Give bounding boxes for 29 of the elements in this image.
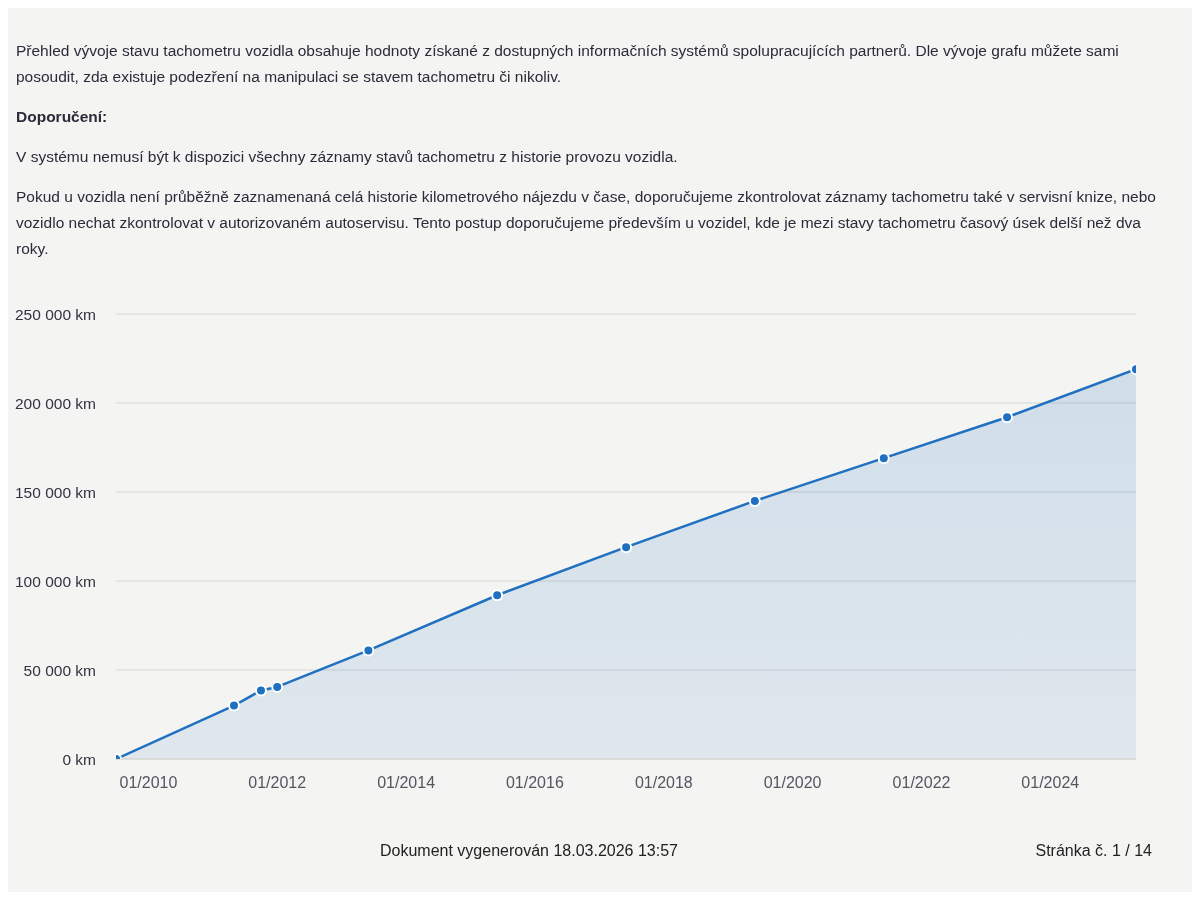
x-tick-label: 01/2014 — [377, 774, 436, 792]
x-tick-label: 01/2024 — [1021, 774, 1080, 792]
x-tick-label: 01/2018 — [634, 774, 693, 792]
x-tick-label: 01/2012 — [248, 774, 307, 792]
x-tick-label: 01/2020 — [763, 774, 822, 792]
point — [620, 541, 633, 554]
x-tick-label: 01/2022 — [892, 774, 951, 792]
y-tick-label: 150 000 km — [15, 483, 96, 501]
chart-subtitle: Přehled vývoje stavu tachometru vozidla obsahuje hodnoty získané z dostupných informačních systémů spolupracujících partnerů. Dle vývoje grafu můžete sami posoudit, zda existuje podezření na manipulaci se stavem tachometru či nikoliv. — [16, 41, 1120, 87]
text: Dokument vygenerován 18.03.2026 13:57 — [380, 842, 678, 860]
text: V systému nemusí být k dispozici všechny záznamy stavů tachometru z historie provozu vozidla. — [16, 147, 679, 167]
point — [271, 680, 284, 693]
x-tick-label: 01/2016 — [505, 774, 564, 792]
point — [877, 452, 890, 465]
y-tick-label: 0 km — [62, 750, 96, 768]
point — [1001, 411, 1014, 424]
point — [228, 699, 240, 712]
point — [748, 494, 761, 507]
y-tick-label: 250 000 km — [15, 305, 96, 323]
point — [254, 684, 267, 697]
y-tick-label: 100 000 km — [15, 572, 96, 590]
point — [491, 589, 504, 602]
y-tick-label: 200 000 km — [15, 394, 96, 412]
text: Pokud u vozidla není průběžně zaznamenaná celá historie kilometrového nájezdu v čase, doporučujeme zkontrolovat záznamy tachometru také v servisní knize, nebo vozidlo nechat zkontrolovat v autorizovaném autoservisu. Tento postup doporučujeme především u vozidel, kde je mezi stavy tachometru časový úsek delší než dva roky. — [16, 187, 1157, 259]
x-tick-label: 01/2010 — [119, 774, 178, 792]
text: Doporučení: — [16, 107, 109, 127]
y-tick-label: 50 000 km — [23, 661, 96, 679]
text: Stránka č. 1 / 14 — [1035, 842, 1152, 860]
point — [362, 644, 375, 657]
